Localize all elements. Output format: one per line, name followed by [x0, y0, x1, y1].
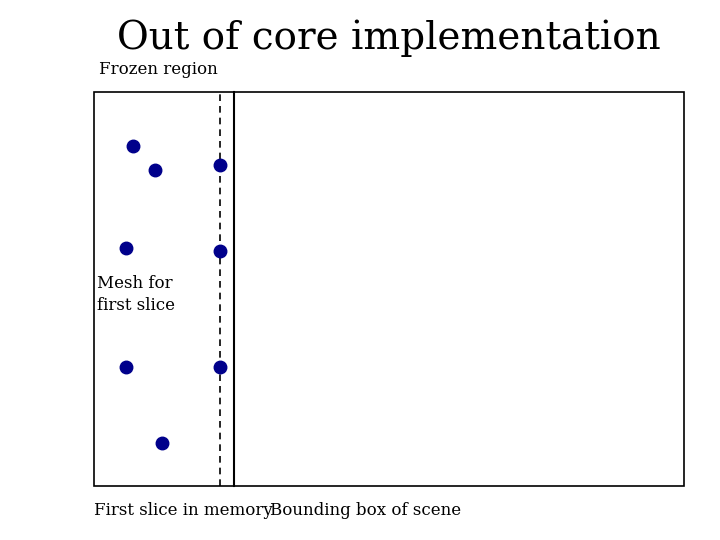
Text: Out of core implementation: Out of core implementation — [117, 19, 661, 57]
Text: Bounding box of scene: Bounding box of scene — [270, 502, 461, 519]
Text: Mesh for
first slice: Mesh for first slice — [97, 275, 175, 314]
Text: First slice in memory: First slice in memory — [94, 502, 272, 519]
Text: Frozen region: Frozen region — [99, 62, 217, 78]
